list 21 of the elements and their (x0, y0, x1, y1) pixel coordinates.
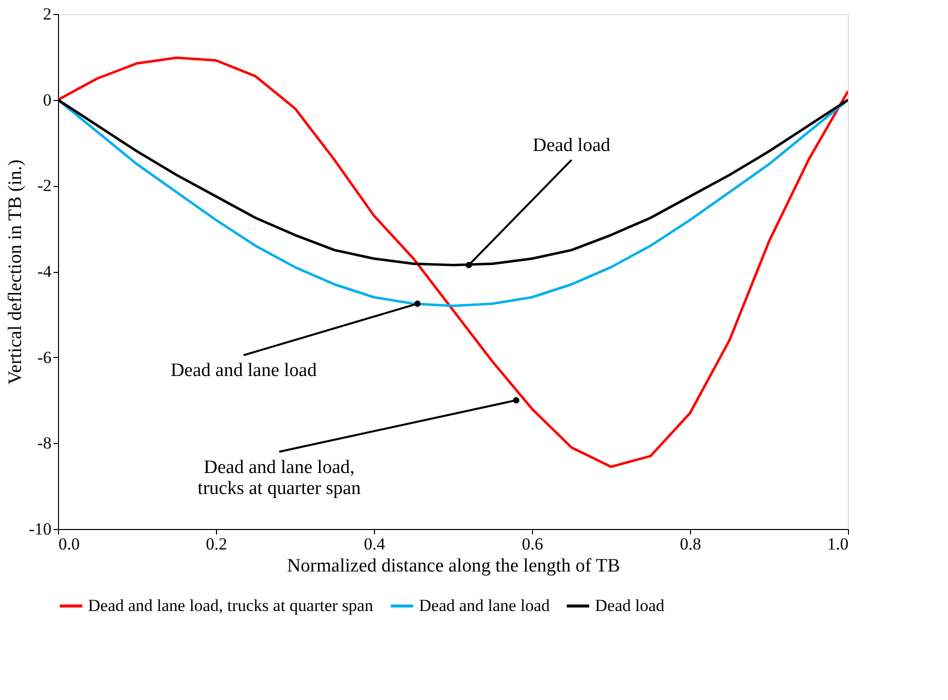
y-tick-label: -6 (37, 348, 52, 367)
y-tick-label: -10 (28, 520, 52, 538)
y-tick-label: 0 (43, 90, 52, 110)
y-tick-label: -2 (37, 176, 52, 196)
x-tick-label: 0.6 (522, 534, 544, 554)
x-tick-label: 0.2 (206, 534, 228, 554)
legend-label: Dead load (595, 596, 665, 615)
annotation: Dead and lane load, trucks at quarter span (198, 456, 362, 499)
y-tick-label: 2 (43, 4, 52, 24)
x-tick-label: 0.8 (680, 534, 702, 554)
annotation: Dead load (532, 134, 611, 156)
x-tick-label: 0.0 (58, 534, 80, 554)
y-tick-label: -4 (37, 262, 52, 281)
annotation: Dead and lane load (170, 360, 318, 382)
x-tick-label: 1.0 (827, 534, 848, 554)
y-axis-title: Vertical deflection in TB (in.) (4, 160, 26, 384)
x-axis-title: Normalized distance along the length of TB (286, 556, 620, 576)
x-tick-label: 0.4 (364, 534, 386, 554)
legend-label: Dead and lane load (419, 596, 550, 615)
legend-label: Dead and lane load, trucks at quarter span (88, 596, 374, 615)
y-tick-label: -8 (37, 434, 52, 453)
